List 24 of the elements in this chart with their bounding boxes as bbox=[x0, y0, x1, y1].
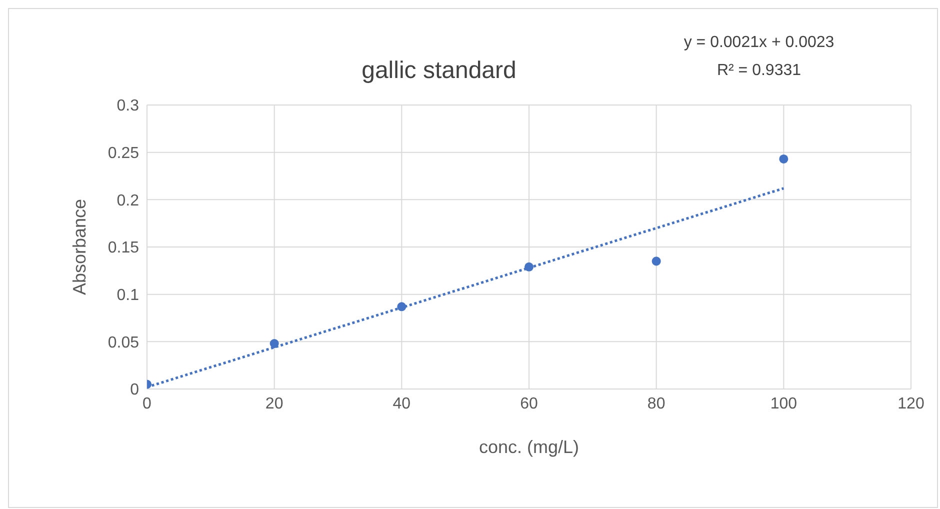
y-tick-label: 0.3 bbox=[116, 98, 140, 115]
y-tick-label: 0.15 bbox=[108, 240, 140, 257]
point bbox=[524, 262, 534, 272]
y-axis-title: Absorbance bbox=[69, 198, 90, 296]
x-tick-label: 80 bbox=[647, 395, 666, 412]
x-tick-label: 40 bbox=[392, 395, 411, 412]
point bbox=[270, 339, 279, 348]
chart-title: gallic standard bbox=[362, 57, 516, 84]
x-axis-title: conc. (mg/L) bbox=[478, 437, 580, 457]
x-tick-label: 0 bbox=[142, 395, 152, 412]
point bbox=[652, 256, 661, 266]
text: y = 0.0021x + 0.0023 bbox=[682, 33, 836, 53]
point bbox=[397, 302, 406, 312]
y-tick-label: 0.1 bbox=[116, 287, 140, 304]
text: R² = 0.9331 bbox=[716, 61, 802, 81]
x-tick-label: 60 bbox=[520, 395, 538, 412]
y-tick-label: 0.2 bbox=[116, 192, 140, 210]
x-tick-label: 100 bbox=[770, 395, 798, 412]
y-tick-label: 0 bbox=[130, 382, 140, 399]
x-tick-label: 20 bbox=[265, 395, 284, 412]
point bbox=[779, 154, 788, 164]
y-tick-label: 0.05 bbox=[108, 334, 140, 352]
y-tick-label: 0.25 bbox=[108, 145, 140, 162]
x-tick-label: 120 bbox=[898, 395, 924, 412]
